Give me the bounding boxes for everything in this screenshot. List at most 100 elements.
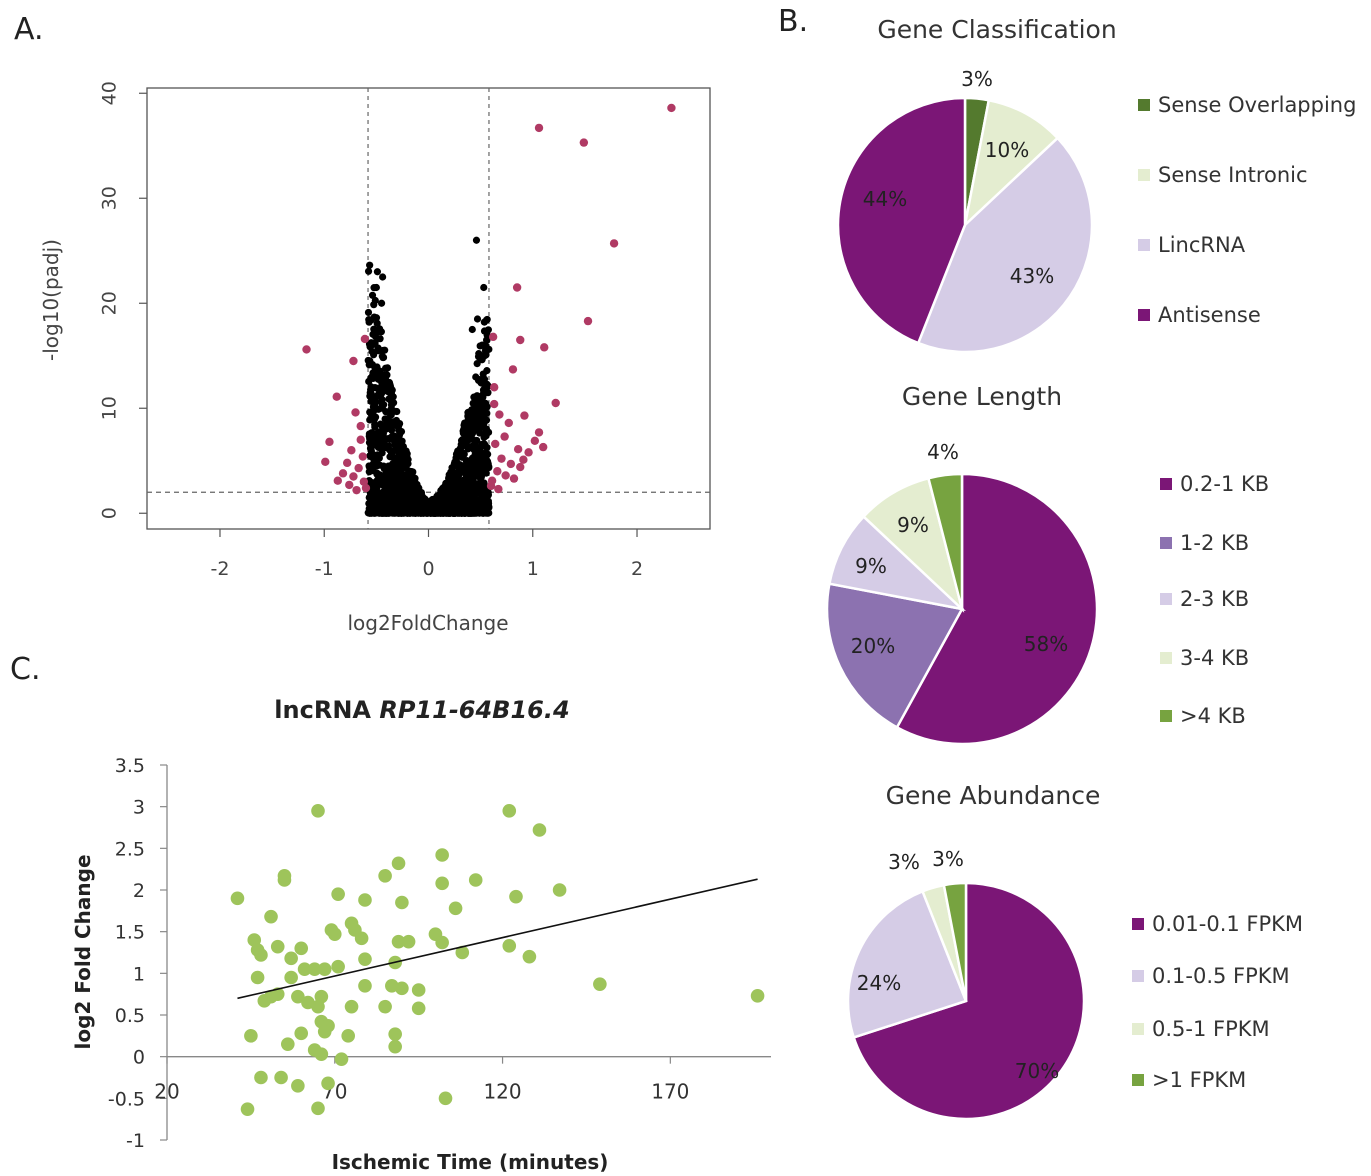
volcano-sig-point (321, 457, 330, 466)
volcano-ns-point (470, 410, 478, 419)
rp11-y-tick-label: 2.5 (115, 838, 145, 860)
volcano-significant (302, 103, 676, 495)
volcano-ns-point (476, 342, 484, 350)
volcano-plot: -2 -1 0 1 2010203040log2FoldChange-log10(pad… (39, 81, 711, 635)
legend-swatch (1160, 710, 1172, 722)
volcano-ns-point (465, 457, 473, 465)
rp11-point (435, 876, 449, 891)
pie-slice (963, 98, 1060, 229)
volcano-ns-point (473, 315, 482, 323)
volcano-ns-point (447, 507, 455, 515)
volcano-sig-point (495, 410, 504, 419)
volcano-sig-point (361, 483, 371, 493)
volcano-ns-point (474, 487, 482, 496)
volcano-ns-point (481, 464, 490, 472)
rp11-point (341, 1029, 356, 1043)
rp11-point (254, 1070, 268, 1085)
volcano-ns-point (399, 448, 407, 456)
legend-entry: 1-2 KB (1180, 531, 1249, 555)
rp11-point (401, 934, 416, 949)
volcano-ns-point (389, 498, 397, 507)
volcano-x-tick-label: 0 (422, 558, 434, 580)
volcano-ns-point (379, 353, 388, 362)
pie-slice-label: 9% (855, 554, 887, 578)
volcano-sig-point (338, 469, 348, 478)
legend-swatch (1138, 99, 1150, 111)
volcano-ns-point (393, 422, 401, 430)
volcano-nonsignificant-cloud (364, 236, 493, 517)
rp11-point (307, 962, 322, 976)
volcano-ns-point (409, 493, 417, 502)
pie-slice-label: 4% (927, 440, 959, 464)
volcano-sig-point (342, 458, 352, 468)
volcano-ns-point (480, 419, 488, 427)
volcano-ns-point (468, 325, 476, 334)
legend-swatch (1160, 478, 1172, 490)
volcano-sig-point (349, 472, 358, 481)
legend-entry: 3-4 KB (1180, 646, 1249, 670)
rp11-point (455, 945, 470, 960)
rp11-y-tick-label: 3.5 (115, 755, 145, 777)
volcano-sig-point (356, 421, 365, 431)
rp11-point (509, 889, 523, 904)
rp11-point (291, 1079, 305, 1093)
volcano-ns-point (365, 316, 373, 324)
volcano-sig-point (506, 459, 516, 469)
volcano-ns-point (373, 384, 381, 392)
volcano-sig-point (347, 446, 356, 455)
panel-label-b: B. (778, 4, 809, 39)
volcano-ns-point (383, 364, 392, 372)
rp11-point (411, 983, 426, 997)
rp11-x-tick-label: 170 (651, 1080, 689, 1104)
volcano-ns-point (380, 499, 388, 507)
volcano-sig-point (359, 477, 369, 486)
pie-slice-label: 20% (851, 634, 895, 658)
volcano-ns-point (473, 360, 481, 368)
panel-label-a: A. (14, 12, 44, 47)
volcano-ns-point (379, 371, 388, 379)
volcano-ns-point (368, 291, 377, 299)
volcano-ns-point (367, 411, 376, 419)
volcano-sig-point (540, 343, 549, 352)
volcano-sig-point (333, 476, 342, 485)
volcano-ns-point (485, 509, 493, 517)
rp11-point (435, 935, 449, 950)
pie-slice-label: 9% (897, 513, 929, 537)
volcano-ns-point (463, 479, 471, 487)
legend-entry: >4 KB (1180, 704, 1246, 728)
volcano-ns-point (376, 461, 384, 469)
pie-slice (852, 881, 1086, 1121)
rp11-point (358, 979, 372, 993)
legend-entry: 0.01-0.1 FPKM (1152, 912, 1303, 936)
volcano-sig-point (504, 418, 513, 428)
volcano-ns-point (396, 501, 404, 509)
volcano-ns-point (373, 363, 381, 371)
rp11-point (230, 891, 245, 906)
volcano-ns-point (366, 452, 374, 460)
legend-entry: 0.1-0.5 FPKM (1152, 964, 1290, 988)
rp11-scatter-plot: lncRNA RP11-64B16.4 -1 -0.5 0 0.5 1 1.5 2 2.5 3 3.… (71, 696, 771, 1174)
rp11-point (321, 1076, 335, 1091)
rp11-point (388, 1039, 402, 1054)
volcano-ns-point (397, 427, 406, 436)
volcano-sig-point (325, 437, 334, 447)
volcano-sig-point (351, 408, 360, 417)
legend-entry: 0.5-1 FPKM (1152, 1017, 1270, 1041)
volcano-ns-point (378, 380, 386, 388)
legend-swatch (1132, 970, 1144, 982)
volcano-ns-point (456, 468, 465, 476)
volcano-ns-point (375, 454, 383, 462)
volcano-ns-point (405, 484, 413, 492)
volcano-sig-point (491, 439, 500, 449)
pie-slice (926, 472, 964, 610)
volcano-ns-point (366, 343, 374, 351)
volcano-ns-point (424, 505, 432, 513)
pie-title: Gene Length (902, 382, 1062, 411)
volcano-ns-point (367, 374, 375, 382)
rp11-y-tick-label: 0.5 (115, 1005, 145, 1027)
rp11-point (395, 895, 409, 910)
legend-entry: >1 FPKM (1152, 1068, 1246, 1092)
volcano-ns-point (364, 308, 373, 317)
volcano-frame (146, 87, 711, 530)
rp11-point (311, 804, 325, 818)
